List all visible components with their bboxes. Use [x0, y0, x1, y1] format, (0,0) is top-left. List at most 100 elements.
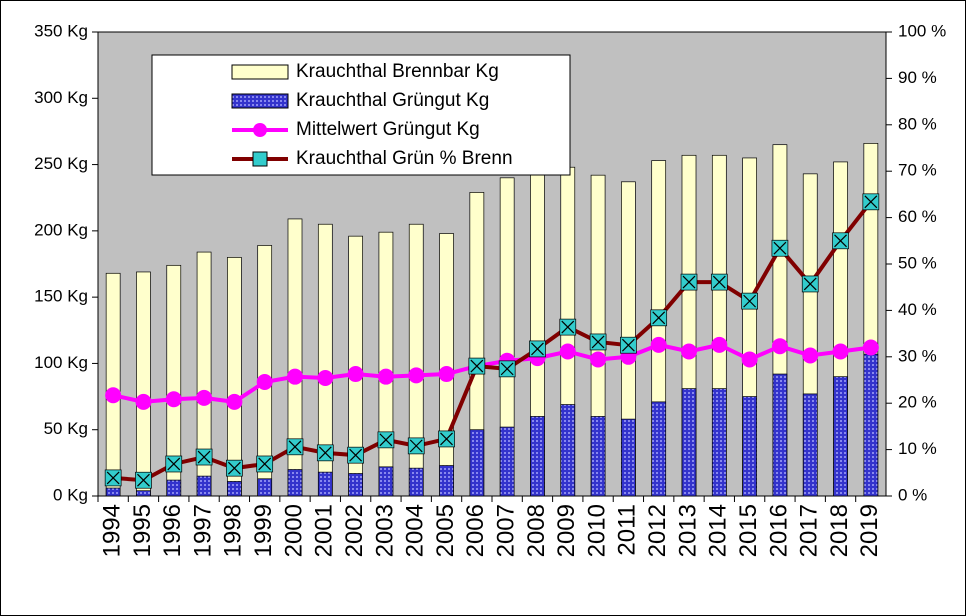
- legend-label: Krauchthal Grün % Brenn: [296, 148, 513, 169]
- legend-marker: [252, 151, 268, 167]
- marker-x: [137, 473, 150, 487]
- marker: [347, 366, 364, 383]
- x-tick-label: 2003: [371, 504, 398, 557]
- x-tick-label: 2005: [432, 504, 459, 557]
- marker: [105, 387, 122, 404]
- x-tick-label: 1996: [159, 504, 186, 557]
- marker-x: [743, 294, 757, 308]
- bar: [833, 376, 848, 497]
- marker-x: [834, 234, 847, 248]
- marker-x: [652, 311, 666, 325]
- y-tick-label: 150 Kg: [34, 287, 88, 306]
- marker: [802, 347, 819, 364]
- marker-x: [227, 461, 241, 475]
- x-tick-label: 2015: [735, 504, 762, 557]
- x-tick-label: 2019: [856, 504, 883, 557]
- marker-x: [288, 440, 302, 454]
- y-tick-label: 0 Kg: [53, 485, 88, 504]
- bar: [772, 373, 788, 497]
- marker: [287, 368, 303, 385]
- marker-x: [409, 439, 423, 453]
- marker-x: [318, 446, 332, 460]
- marker-x: [167, 457, 181, 471]
- bar: [651, 401, 667, 497]
- bar: [530, 416, 545, 497]
- x-tick-label: 1998: [220, 504, 247, 557]
- bar: [863, 353, 879, 497]
- marker: [317, 370, 334, 387]
- bar: [742, 396, 757, 497]
- bar: [439, 233, 454, 497]
- legend-label: Krauchthal Brennbar Kg: [296, 61, 499, 82]
- marker-x: [773, 241, 787, 255]
- legend-label: Krauchthal Grüngut Kg: [296, 90, 489, 111]
- marker: [681, 343, 697, 360]
- legend-swatch: [231, 93, 289, 109]
- x-tick-label: 2018: [826, 504, 853, 557]
- marker-x: [621, 338, 635, 352]
- y2-tick-label: 100 %: [898, 21, 946, 40]
- legend: Krauchthal Brennbar Kg Krauchthal Grüngut…: [151, 54, 571, 176]
- marker: [256, 373, 273, 390]
- bar: [257, 478, 273, 497]
- x-tick-label: 2011: [614, 504, 641, 556]
- bar: [378, 466, 394, 497]
- x-tick-label: 2002: [341, 504, 368, 557]
- marker: [771, 338, 788, 355]
- bar: [621, 418, 636, 497]
- legend-box: [151, 54, 571, 176]
- bar: [378, 231, 394, 497]
- y2-tick-label: 30 %: [898, 346, 937, 365]
- bar: [136, 271, 151, 497]
- x-tick-label: 2000: [280, 504, 307, 557]
- marker-x: [561, 320, 575, 334]
- bar: [469, 429, 485, 497]
- bar: [317, 471, 333, 497]
- y-tick-label: 350 Kg: [34, 21, 88, 40]
- legend-swatch: [231, 64, 289, 80]
- bar: [136, 490, 151, 497]
- x-tick-label: 1997: [189, 504, 216, 557]
- marker-x: [258, 457, 272, 471]
- y-tick-label: 200 Kg: [34, 220, 88, 239]
- y2-tick-label: 80 %: [898, 114, 937, 133]
- marker: [832, 343, 849, 360]
- y2-tick-label: 0 %: [898, 485, 927, 504]
- x-tick-label: 2009: [553, 504, 580, 557]
- bar: [590, 416, 606, 497]
- y-tick-label: 300 Kg: [34, 88, 88, 107]
- bar: [802, 393, 818, 497]
- marker: [408, 367, 425, 384]
- y2-tick-label: 20 %: [898, 393, 937, 412]
- x-tick-label: 2001: [311, 504, 338, 557]
- x-tick-label: 1999: [250, 504, 277, 557]
- bar: [227, 481, 242, 497]
- marker: [862, 339, 879, 356]
- bar: [439, 465, 454, 497]
- x-tick-label: 2010: [583, 504, 610, 557]
- bar: [196, 475, 212, 497]
- x-tick-label: 2004: [402, 504, 429, 557]
- x-tick-label: 2014: [705, 504, 732, 557]
- marker: [377, 368, 394, 385]
- marker: [711, 336, 728, 353]
- marker: [135, 393, 152, 410]
- marker-x: [440, 432, 453, 446]
- bar: [499, 426, 515, 497]
- marker-x: [379, 433, 393, 447]
- marker-x: [803, 277, 817, 291]
- marker: [590, 351, 607, 368]
- bar: [287, 469, 303, 497]
- y2-tick-label: 60 %: [898, 207, 937, 226]
- marker: [559, 343, 576, 360]
- marker-x: [591, 335, 605, 349]
- bar: [166, 479, 182, 497]
- marker-x: [864, 195, 878, 209]
- marker: [226, 393, 243, 410]
- marker: [741, 351, 758, 368]
- x-tick-label: 2016: [765, 504, 792, 557]
- y2-tick-label: 70 %: [898, 161, 937, 180]
- marker-x: [197, 450, 211, 464]
- bar: [348, 473, 363, 497]
